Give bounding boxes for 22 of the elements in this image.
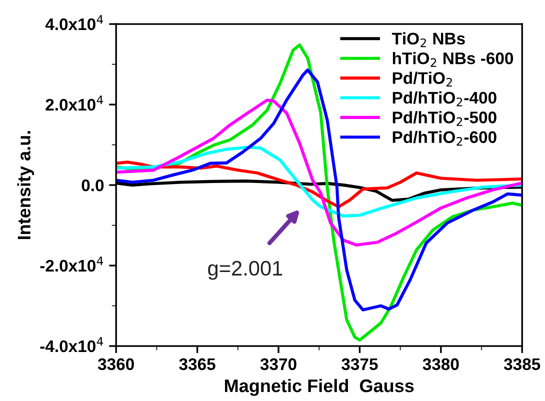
x-axis-title: Magnetic Field Gauss	[224, 378, 414, 396]
legend-label: hTiO$_{2}$ NBs -600	[392, 52, 514, 67]
y-tick-label: -4.0x10$^{4}$	[40, 337, 104, 352]
x-tick-label: 3365	[179, 358, 216, 370]
y-tick-label: 0.0	[82, 179, 104, 192]
y-tick-label: -2.0x10$^{4}$	[40, 256, 104, 272]
x-tick-label: 3375	[342, 358, 378, 370]
y-axis-title: Intensity a.u.	[17, 131, 34, 240]
x-tick-label: 3360	[98, 358, 134, 370]
x-tick-label: 3370	[260, 358, 296, 370]
legend-label: Pd/hTiO$_{2}$-600	[392, 130, 496, 146]
line-series	[116, 146, 522, 218]
legend-label: Pd/hTiO$_{2}$-400	[392, 91, 496, 106]
annotation: g=2.001	[208, 260, 282, 280]
y-tick-label: 2.0x10$^{4}$	[46, 96, 104, 111]
legend-label: TiO$_{2}$ NBs	[392, 32, 465, 48]
legend-label: Pd/TiO$_{2}$	[392, 72, 452, 87]
line-series	[116, 68, 522, 312]
x-tick-label: 3380	[422, 358, 459, 370]
x-tick-label: 3385	[504, 358, 540, 370]
y-tick-label: 4.0x10$^{4}$	[45, 15, 104, 30]
legend-label: Pd/hTiO$_{2}$-500	[392, 111, 496, 126]
